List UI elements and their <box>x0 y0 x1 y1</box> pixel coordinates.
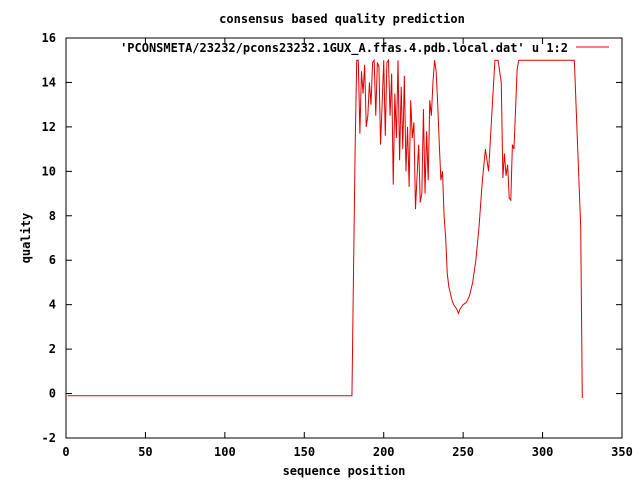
y-tick-label: -2 <box>42 431 56 445</box>
y-tick-label: 16 <box>42 31 56 45</box>
y-tick-label: 6 <box>49 253 56 267</box>
y-tick-label: 12 <box>42 120 56 134</box>
y-tick-label: 14 <box>42 75 56 89</box>
x-tick-label: 100 <box>214 445 236 459</box>
axis-ticks: 0 50 100 150 200 250 300 350 -2 0 2 4 6 8 10 12 14 16 <box>42 31 633 459</box>
legend-series-label: 'PCONSMETA/23232/pcons23232.1GUX_A.ffas.… <box>120 41 568 56</box>
x-tick-label: 150 <box>293 445 315 459</box>
plot-area-frame <box>65 37 623 439</box>
series-layer <box>67 58 583 399</box>
x-tick-label: 300 <box>532 445 554 459</box>
chart-title: consensus based quality prediction <box>219 12 465 26</box>
y-tick-label: 10 <box>42 164 56 178</box>
y-tick-label: 4 <box>49 298 56 312</box>
x-tick-label: 50 <box>138 445 152 459</box>
legend: 'PCONSMETA/23232/pcons23232.1GUX_A.ffas.… <box>120 41 609 56</box>
x-tick-label: 0 <box>62 445 69 459</box>
series-line-0 <box>67 58 583 399</box>
x-axis-label: sequence position <box>283 464 406 478</box>
y-tick-label: 2 <box>49 342 56 356</box>
y-axis-label: quality <box>19 213 33 264</box>
x-tick-label: 250 <box>452 445 474 459</box>
y-tick-label: 8 <box>49 209 56 223</box>
x-tick-label: 200 <box>373 445 395 459</box>
x-tick-label: 350 <box>611 445 633 459</box>
y-tick-label: 0 <box>49 387 56 401</box>
